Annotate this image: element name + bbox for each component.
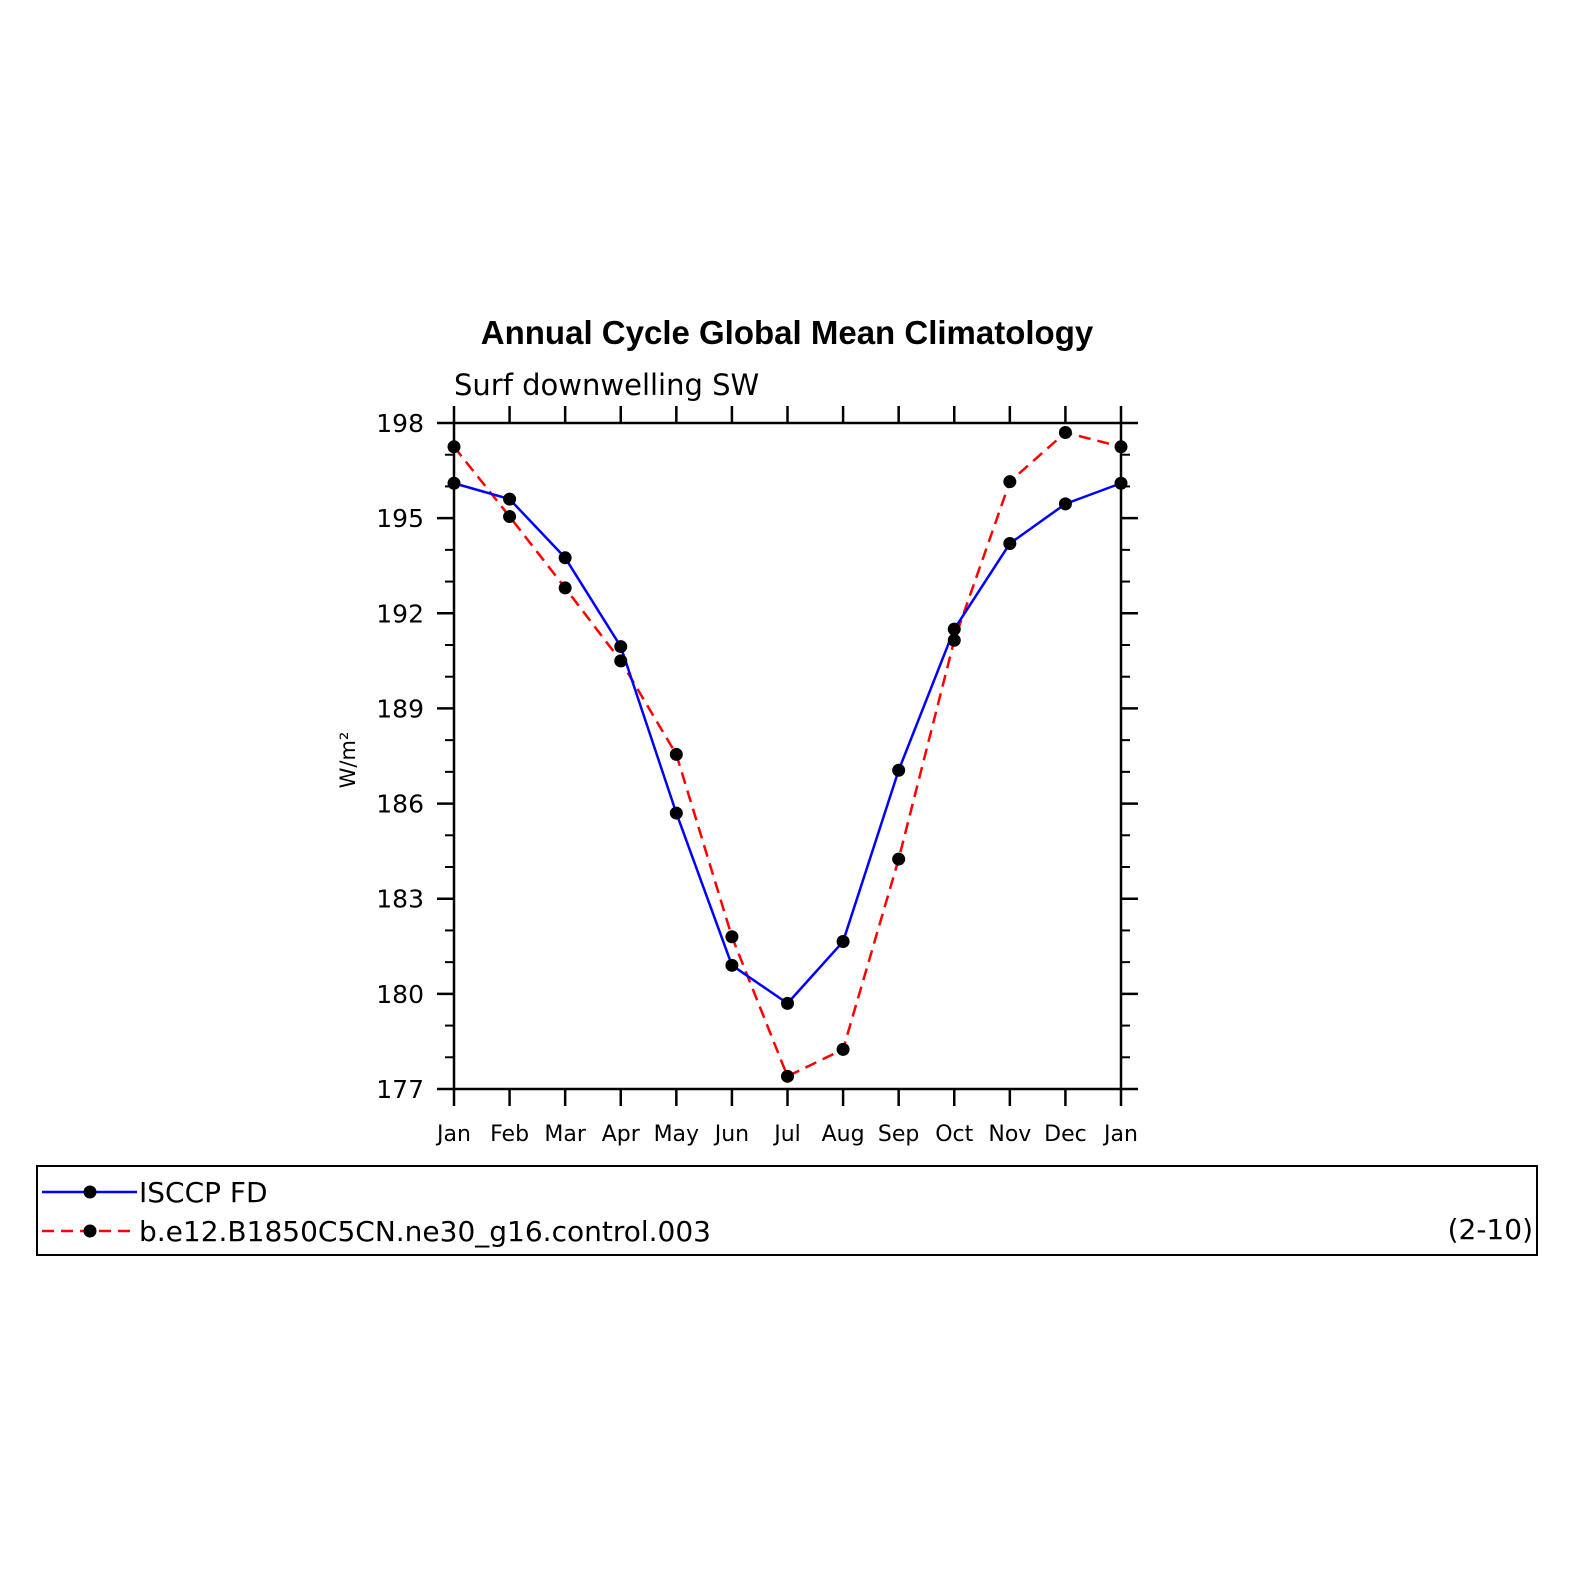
series-2-point — [503, 510, 517, 524]
x-tick-label: Apr — [602, 1122, 641, 1147]
series-2-point — [892, 852, 906, 866]
y-tick-label: 183 — [376, 885, 424, 914]
series-2-point — [1114, 440, 1128, 454]
x-tick-label: Aug — [822, 1122, 865, 1147]
series-2-point — [781, 1069, 794, 1083]
series-2-point — [558, 581, 572, 595]
x-tick-label: Mar — [544, 1122, 586, 1147]
series-1-point — [614, 640, 628, 654]
x-tick-label: Nov — [988, 1122, 1031, 1147]
series-1-point — [947, 622, 961, 636]
series-2-point — [447, 440, 461, 454]
series-2-point — [614, 654, 628, 668]
series-line-1 — [453, 482, 1122, 1005]
x-tick-label: Jul — [772, 1122, 801, 1147]
y-tick-label: 192 — [376, 599, 424, 628]
legend-note: (2-10) — [1448, 1213, 1533, 1246]
x-tick-label: Jan — [435, 1122, 471, 1147]
x-tick-label: Jan — [1102, 1122, 1138, 1147]
x-tick-label: Jun — [713, 1122, 749, 1147]
series-2-point — [669, 747, 683, 761]
series-1-point — [558, 551, 572, 565]
series-1-point — [725, 958, 739, 972]
y-tick-label: 198 — [376, 409, 424, 438]
y-axis-label: W/m² — [336, 732, 360, 789]
legend-marker-1 — [83, 1185, 97, 1199]
series-1-point — [781, 996, 794, 1010]
y-tick-label: 189 — [376, 694, 424, 723]
series-1-point — [892, 763, 906, 777]
series-1-point — [836, 935, 850, 949]
series-1-point — [503, 492, 517, 506]
legend-marker-2 — [83, 1224, 97, 1238]
y-tick-label: 186 — [376, 790, 424, 819]
series-1-point — [1003, 537, 1017, 551]
legend-label-1: ISCCP FD — [139, 1176, 268, 1209]
x-tick-label: Oct — [935, 1122, 973, 1147]
plot-frame — [452, 421, 1123, 1091]
series-line-2 — [453, 431, 1122, 1078]
series-2-point — [1003, 475, 1017, 489]
chart-subtitle: Surf downwelling SW — [454, 368, 759, 402]
series-2-point — [836, 1042, 850, 1056]
y-tick-label: 177 — [376, 1075, 424, 1104]
series-2-point — [725, 930, 739, 944]
legend-label-2: b.e12.B1850C5CN.ne30_g16.control.003 — [139, 1215, 711, 1248]
y-tick-label: 180 — [376, 980, 424, 1009]
y-tick-label: 195 — [376, 504, 424, 533]
plot-area: Jan Feb Mar Apr May Jun Jul Aug Sep Oct Nov Dec Jan 1… — [376, 406, 1138, 1147]
x-tick-label: Feb — [490, 1122, 529, 1147]
series-1-point — [447, 476, 461, 490]
series-1-point — [669, 806, 683, 820]
series-1-point — [1114, 476, 1128, 490]
x-tick-label: Dec — [1044, 1122, 1087, 1147]
series-2-point — [947, 633, 961, 647]
x-tick-label: Sep — [878, 1122, 919, 1147]
legend: ISCCP FD b.e12.B1850C5CN.ne30_g16.control… — [36, 1165, 1538, 1256]
legend-box — [36, 1165, 1538, 1256]
x-tick-label: May — [654, 1122, 699, 1147]
series-2-point — [1058, 426, 1072, 440]
chart-title: Annual Cycle Global Mean Climatology — [481, 314, 1094, 351]
series-1-point — [1058, 497, 1072, 511]
